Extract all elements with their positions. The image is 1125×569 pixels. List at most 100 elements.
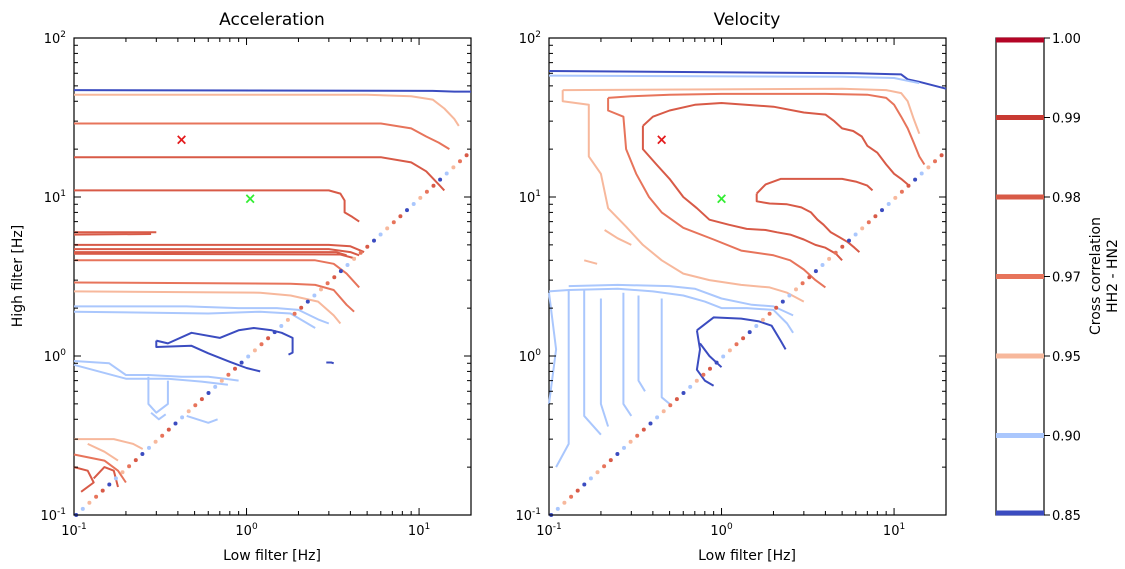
diagonal-edge-point (708, 366, 712, 371)
diagonal-edge-point (80, 506, 85, 511)
diagonal-edge-point (827, 256, 832, 261)
diagonal-edge-point (886, 202, 891, 206)
contour-0.95-line (87, 442, 119, 462)
diagonal-edge-point (741, 336, 746, 341)
colorbar-tick-label: 0.98 (1052, 191, 1081, 206)
marker-x: × (244, 189, 257, 207)
diagonal-edge-point (840, 244, 845, 249)
contour-0.85-line (155, 340, 261, 373)
diagonal-edge-point (760, 317, 765, 322)
diagonal-edge-point (444, 171, 449, 176)
contour-0.97-line (608, 92, 926, 166)
colorbar-tick-label: 0.99 (1052, 112, 1081, 127)
x-tick-label: 10-1 (536, 522, 562, 539)
diagonal-edge-point (913, 177, 918, 182)
diagonal-edge-point (721, 354, 726, 359)
diagonal-edge-point (199, 397, 204, 402)
contour-0.97-line (73, 281, 355, 313)
colorbar-levels: 0.85 0.90 0.95 0.97 0.98 0.99 1.00 (996, 32, 1081, 524)
diagonal-edge-point (173, 421, 178, 426)
diagonal-edge-point (186, 409, 191, 414)
diagonal-edge-point (140, 452, 145, 456)
contour-0.95-line (74, 93, 460, 127)
diagonal-edge-point (358, 250, 363, 255)
contour-0.97-line (74, 122, 450, 150)
colorbar-label-line1: Cross correlation (1088, 217, 1104, 335)
contour-0.90-line (548, 289, 570, 468)
diagonal-edge-point (312, 293, 317, 298)
colorbar-tick-label: 0.85 (1052, 509, 1081, 524)
y-axis-label: High filter [Hz] (10, 225, 26, 327)
contour-0.85-line (548, 70, 947, 90)
marker-x: × (715, 189, 728, 207)
chart-title-velocity: Velocity (714, 10, 781, 30)
contour-0.98-line (642, 102, 909, 186)
contour-0.95-line (583, 259, 598, 265)
contour-0.90-line (568, 283, 794, 317)
diagonal-edge-point (87, 500, 92, 505)
diagonal-edge-point (727, 348, 732, 353)
diagonal-edge-point (794, 287, 798, 292)
diagonal-edge-point (807, 275, 812, 280)
x-axis-label-velocity: Low filter [Hz] (698, 548, 796, 564)
contour-0.97-line (607, 97, 826, 289)
diagonal-edge-point (655, 415, 660, 420)
diagonal-edge-point (688, 384, 693, 389)
diagonal-edge-point (774, 305, 779, 310)
contour-0.97-line (74, 259, 360, 289)
diagonal-edge-point (926, 165, 931, 170)
contour-0.85-line (73, 89, 471, 93)
diagonal-edge-point (714, 360, 719, 365)
diagonal-edge-point (919, 171, 924, 176)
diagonal-edge-point (279, 324, 284, 328)
diagonal-edge-point (424, 189, 429, 194)
diagonal-edge-point (127, 464, 132, 469)
diagonal-edge-point (668, 403, 673, 408)
contour-0.90-line (73, 360, 239, 382)
diagonal-edge-point (562, 500, 567, 505)
colorbar-tick-label: 0.97 (1052, 271, 1081, 286)
contour-0.90-line (548, 74, 920, 85)
diagonal-edge-point (325, 281, 330, 286)
diagonal-edge-point (906, 183, 911, 188)
diagonal-edge-point (94, 494, 99, 499)
diagonal-edge-point (259, 342, 264, 347)
contour-0.90-line (622, 292, 633, 417)
diagonal-edge-point (352, 256, 357, 261)
diagonal-edge-point (873, 214, 878, 219)
diagonal-edge-point (252, 348, 257, 353)
diagonal-edge-point (113, 476, 118, 481)
diagonal-edge-point (451, 165, 456, 170)
contour-0.90-line (73, 363, 229, 386)
contour-0.90-line (660, 298, 671, 405)
diagonal-edge-point (378, 232, 383, 237)
diagonal-edge-point (939, 153, 944, 158)
diagonal-edge-point (246, 354, 251, 359)
diagonal-edge-point (893, 195, 898, 200)
diagonal-edge-point (648, 421, 653, 426)
diagonal-edge-point (431, 183, 436, 188)
diagonal-edge-point (866, 220, 871, 225)
diagonal-edge-point (319, 287, 323, 292)
diagonal-edge-point (418, 195, 423, 200)
diagonal-edge-point (899, 189, 904, 194)
markers-acceleration: ×× (175, 130, 256, 207)
diagonal-edge-point (398, 214, 403, 219)
diagonal-edge-point (405, 208, 409, 213)
plot-area-velocity (548, 37, 947, 516)
diagonal-edge-point (582, 482, 587, 487)
contour-0.97-line (73, 453, 127, 484)
diagonal-edge-point (933, 159, 937, 164)
diagonal-edge-point (628, 439, 633, 444)
diagonal-edge-point (345, 263, 350, 267)
diagonal-edge-point (147, 445, 151, 450)
diagonal-edge-point (674, 397, 679, 402)
x-tick-label: 100 (710, 522, 733, 539)
y-tick-label: 100 (44, 348, 67, 365)
contour-0.85-line (326, 361, 335, 365)
diagonal-edge-point (206, 391, 211, 395)
contour-0.98-line (74, 156, 446, 192)
y-tick-label: 10-1 (515, 507, 541, 524)
